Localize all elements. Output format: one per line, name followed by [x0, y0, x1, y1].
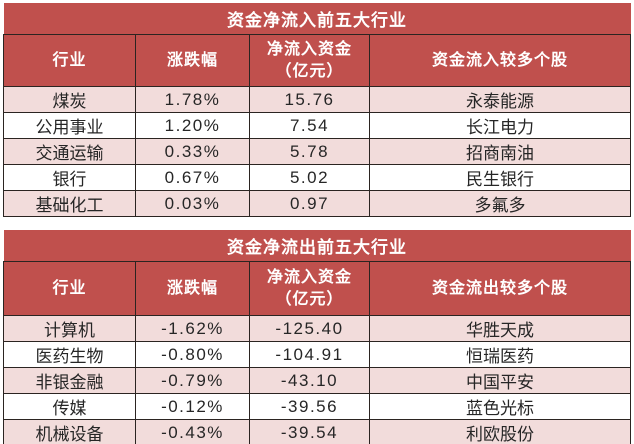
cell-stock: 蓝色光标 — [369, 393, 631, 420]
column-header-industry: 行业 — [3, 261, 136, 316]
cell-net-amount: 7.54 — [249, 112, 370, 139]
cell-change: 0.67% — [135, 164, 250, 191]
table-row: 基础化工 0.03% 0.97 多氟多 — [3, 190, 631, 217]
cell-change: -0.12% — [135, 393, 250, 420]
cell-stock: 民生银行 — [369, 164, 631, 191]
inflow-header-row: 行业 涨跌幅 净流入资金 （亿元） 资金流入较多个股 — [3, 34, 631, 87]
table-row: 银行 0.67% 5.02 民生银行 — [3, 164, 631, 191]
cell-net-amount: 15.76 — [249, 86, 370, 113]
cell-stock: 中国平安 — [369, 367, 631, 394]
cell-industry: 基础化工 — [3, 190, 136, 217]
table-row: 计算机 -1.62% -125.40 华胜天成 — [3, 315, 631, 342]
cell-net-amount: -39.54 — [249, 419, 370, 444]
table-row: 公用事业 1.20% 7.54 长江电力 — [3, 112, 631, 139]
column-header-net-inflow: 净流入资金 （亿元） — [249, 34, 370, 87]
cell-change: 0.33% — [135, 138, 250, 165]
cell-industry: 银行 — [3, 164, 136, 191]
cell-change: -0.43% — [135, 419, 250, 444]
inflow-title-row: 资金净流入前五大行业 — [3, 3, 631, 35]
table-row: 非银金融 -0.79% -43.10 中国平安 — [3, 367, 631, 394]
cell-industry: 非银金融 — [3, 367, 136, 394]
cell-net-amount: 0.97 — [249, 190, 370, 217]
cell-industry: 交通运输 — [3, 138, 136, 165]
outflow-title-row: 资金净流出前五大行业 — [3, 230, 631, 262]
column-header-top-stocks: 资金流入较多个股 — [369, 34, 631, 87]
outflow-header-row: 行业 涨跌幅 净流入资金 （亿元） 资金流出较多个股 — [3, 261, 631, 316]
outflow-table: 资金净流出前五大行业 行业 涨跌幅 净流入资金 （亿元） 资金流出较多个股 计算… — [3, 230, 631, 444]
column-header-top-stocks: 资金流出较多个股 — [369, 261, 631, 316]
cell-change: -0.79% — [135, 367, 250, 394]
cell-change: -1.62% — [135, 315, 250, 342]
cell-change: -0.80% — [135, 341, 250, 368]
cell-stock: 长江电力 — [369, 112, 631, 139]
cell-industry: 传媒 — [3, 393, 136, 420]
cell-net-amount: 5.02 — [249, 164, 370, 191]
table-row: 交通运输 0.33% 5.78 招商南油 — [3, 138, 631, 165]
cell-stock: 多氟多 — [369, 190, 631, 217]
column-header-industry: 行业 — [3, 34, 136, 87]
table-row: 机械设备 -0.43% -39.54 利欧股份 — [3, 419, 631, 444]
table-row: 煤炭 1.78% 15.76 永泰能源 — [3, 86, 631, 113]
cell-net-amount: -104.91 — [249, 341, 370, 368]
column-header-change: 涨跌幅 — [135, 261, 250, 316]
column-header-change: 涨跌幅 — [135, 34, 250, 87]
cell-net-amount: -39.56 — [249, 393, 370, 420]
cell-stock: 永泰能源 — [369, 86, 631, 113]
inflow-table: 资金净流入前五大行业 行业 涨跌幅 净流入资金 （亿元） 资金流入较多个股 煤炭… — [3, 3, 631, 217]
cell-stock: 招商南油 — [369, 138, 631, 165]
cell-net-amount: 5.78 — [249, 138, 370, 165]
cell-change: 1.20% — [135, 112, 250, 139]
cell-change: 0.03% — [135, 190, 250, 217]
cell-stock: 恒瑞医药 — [369, 341, 631, 368]
cell-stock: 华胜天成 — [369, 315, 631, 342]
cell-net-amount: -43.10 — [249, 367, 370, 394]
cell-industry: 计算机 — [3, 315, 136, 342]
table-row: 传媒 -0.12% -39.56 蓝色光标 — [3, 393, 631, 420]
cell-net-amount: -125.40 — [249, 315, 370, 342]
cell-change: 1.78% — [135, 86, 250, 113]
outflow-table-title: 资金净流出前五大行业 — [3, 230, 631, 262]
cell-industry: 公用事业 — [3, 112, 136, 139]
cell-industry: 煤炭 — [3, 86, 136, 113]
cell-industry: 医药生物 — [3, 341, 136, 368]
table-row: 医药生物 -0.80% -104.91 恒瑞医药 — [3, 341, 631, 368]
cell-stock: 利欧股份 — [369, 419, 631, 444]
inflow-table-title: 资金净流入前五大行业 — [3, 3, 631, 35]
cell-industry: 机械设备 — [3, 419, 136, 444]
column-header-net-inflow: 净流入资金 （亿元） — [249, 261, 370, 316]
